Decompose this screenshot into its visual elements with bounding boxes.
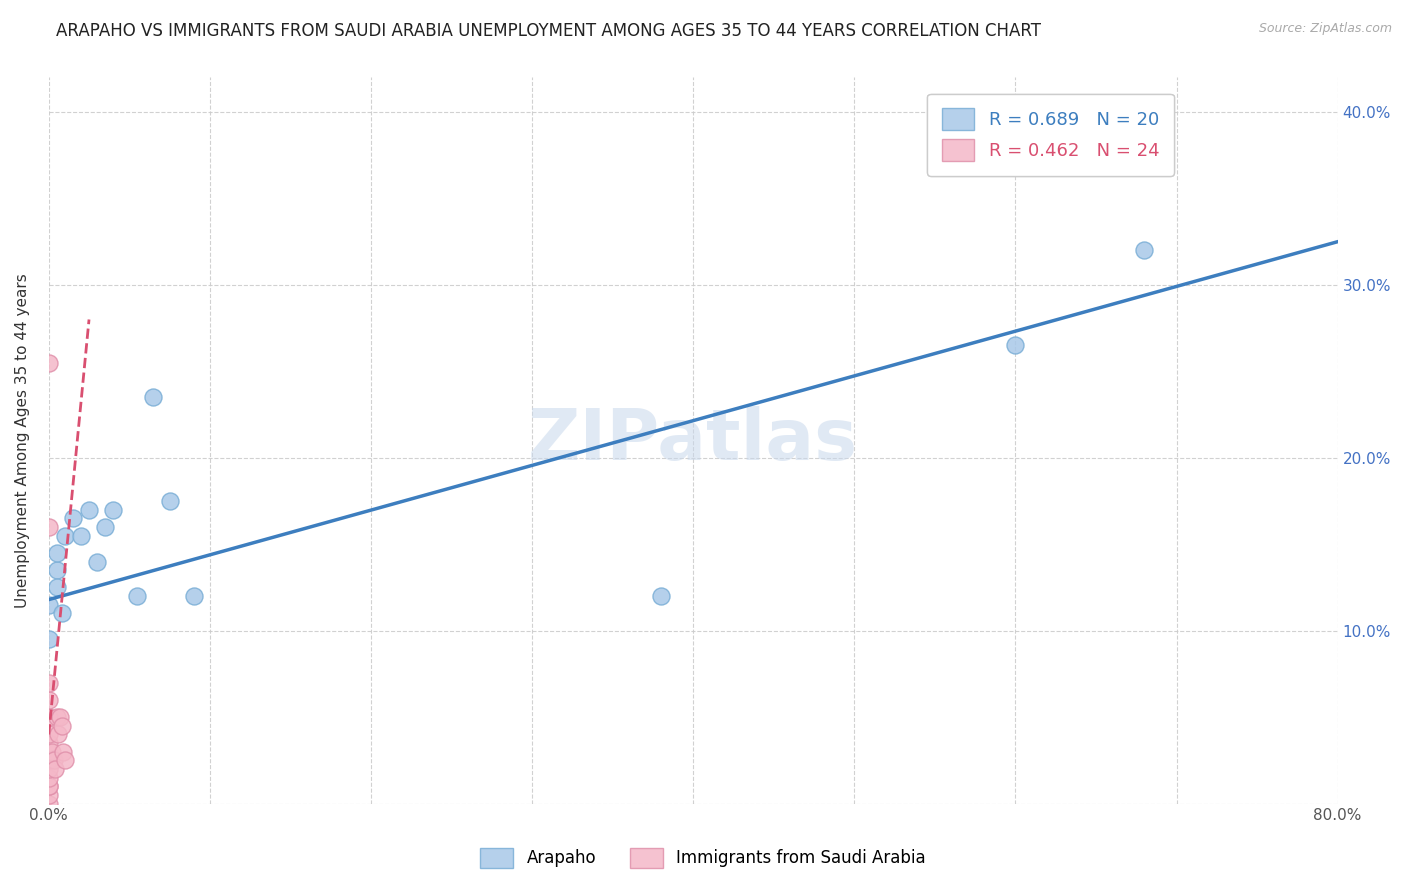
- Legend: R = 0.689   N = 20, R = 0.462   N = 24: R = 0.689 N = 20, R = 0.462 N = 24: [928, 94, 1174, 176]
- Point: [38, 771, 60, 785]
- Point: [45, 546, 67, 560]
- Point: [53, 528, 76, 542]
- Point: [62, 511, 84, 525]
- Point: [38, 780, 60, 794]
- Point: [44, 762, 66, 776]
- Text: ARAPAHO VS IMMIGRANTS FROM SAUDI ARABIA UNEMPLOYMENT AMONG AGES 35 TO 44 YEARS C: ARAPAHO VS IMMIGRANTS FROM SAUDI ARABIA …: [56, 22, 1042, 40]
- Y-axis label: Unemployment Among Ages 35 to 44 years: Unemployment Among Ages 35 to 44 years: [15, 273, 30, 608]
- Point: [49, 710, 72, 724]
- Point: [1133, 244, 1156, 258]
- Point: [38, 753, 60, 767]
- Point: [103, 502, 125, 516]
- Point: [77, 502, 100, 516]
- Text: ZIPatlas: ZIPatlas: [529, 406, 858, 475]
- Point: [1004, 338, 1026, 352]
- Point: [52, 745, 75, 759]
- Point: [38, 762, 60, 776]
- Point: [45, 710, 67, 724]
- Point: [142, 390, 165, 404]
- Point: [159, 494, 181, 508]
- Point: [38, 710, 60, 724]
- Point: [38, 675, 60, 690]
- Point: [650, 589, 672, 603]
- Point: [94, 520, 117, 534]
- Point: [38, 727, 60, 741]
- Legend: Arapaho, Immigrants from Saudi Arabia: Arapaho, Immigrants from Saudi Arabia: [474, 841, 932, 875]
- Point: [38, 736, 60, 750]
- Point: [38, 520, 60, 534]
- Point: [183, 589, 205, 603]
- Point: [38, 693, 60, 707]
- Text: Source: ZipAtlas.com: Source: ZipAtlas.com: [1258, 22, 1392, 36]
- Point: [38, 797, 60, 811]
- Point: [45, 563, 67, 577]
- Point: [38, 632, 60, 647]
- Point: [41, 745, 63, 759]
- Point: [51, 719, 73, 733]
- Point: [86, 555, 108, 569]
- Point: [53, 753, 76, 767]
- Point: [38, 356, 60, 370]
- Point: [42, 753, 65, 767]
- Point: [51, 607, 73, 621]
- Point: [48, 727, 70, 741]
- Point: [38, 780, 60, 794]
- Point: [45, 581, 67, 595]
- Point: [38, 745, 60, 759]
- Point: [38, 788, 60, 802]
- Point: [38, 598, 60, 612]
- Point: [70, 528, 93, 542]
- Point: [127, 589, 149, 603]
